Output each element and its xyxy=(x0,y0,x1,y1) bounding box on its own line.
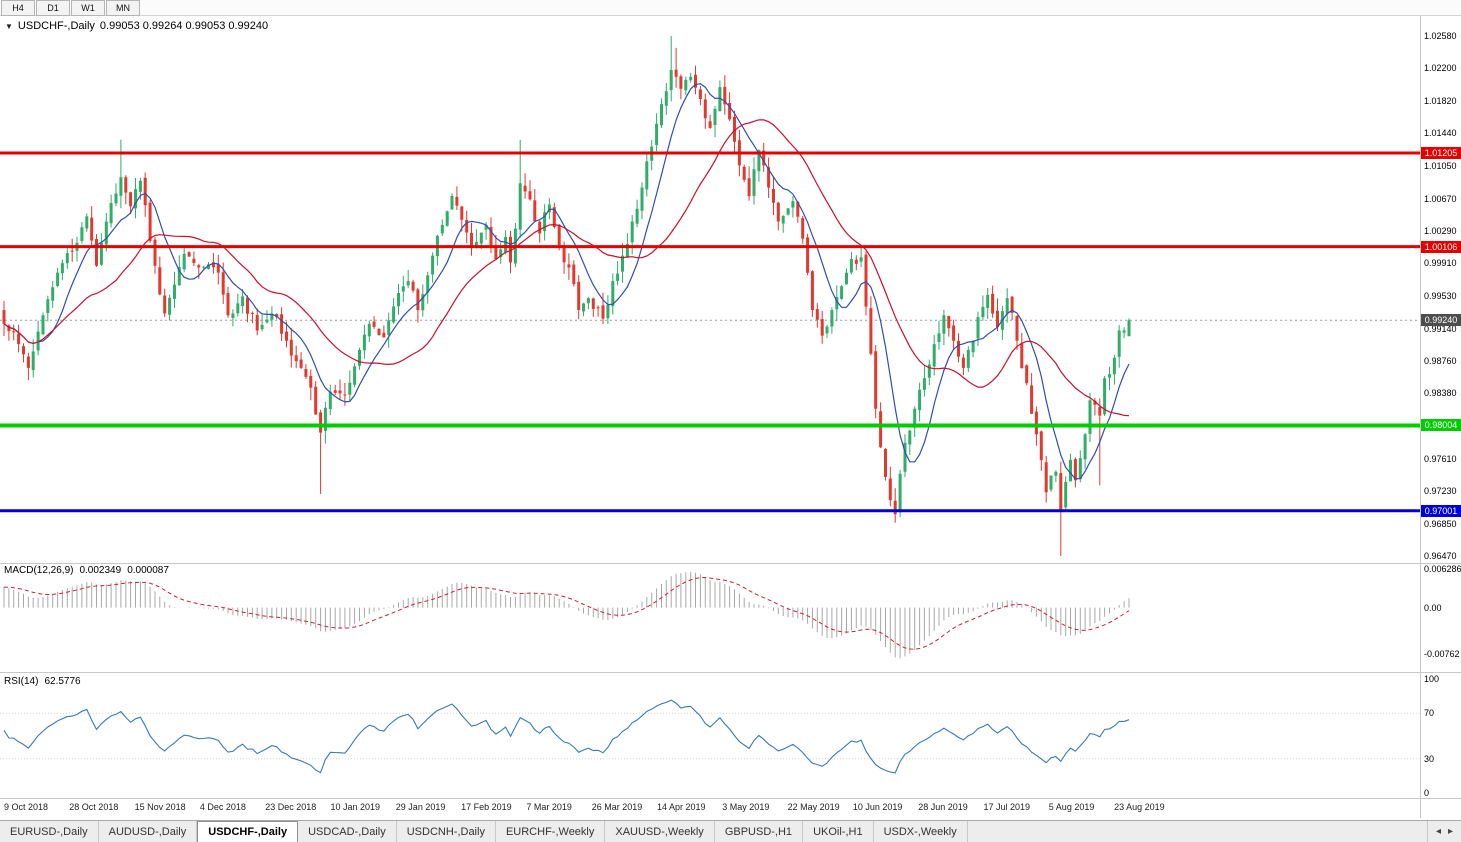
price-axis-tick: 1.02200 xyxy=(1424,63,1457,74)
price-axis-tick: 0.99910 xyxy=(1424,258,1457,269)
time-axis-label: 29 Jan 2019 xyxy=(395,802,446,812)
time-axis-label: 28 Oct 2018 xyxy=(69,802,119,812)
price-axis-tick: 1.01440 xyxy=(1424,128,1457,139)
time-axis-label: 14 Apr 2019 xyxy=(657,802,706,812)
time-axis-label: 4 Dec 2018 xyxy=(199,802,246,812)
tab-xauusd-weekly[interactable]: XAUUSD-,Weekly xyxy=(605,821,715,842)
tab-usdcad-daily[interactable]: USDCAD-,Daily xyxy=(298,821,397,842)
time-axis-label: 7 Mar 2019 xyxy=(526,802,572,812)
price-axis-tick: 0.99530 xyxy=(1424,290,1457,301)
price-axis-tick: 1.02580 xyxy=(1424,31,1457,41)
moving-average-24 xyxy=(3,119,1130,417)
time-axis-label: 28 Jun 2019 xyxy=(918,802,968,812)
time-axis-label: 26 Mar 2019 xyxy=(591,802,643,812)
time-axis-label: 17 Jul 2019 xyxy=(983,802,1031,812)
tab-usdx-weekly[interactable]: USDX-,Weekly xyxy=(874,821,968,842)
time-axis-label: 3 May 2019 xyxy=(722,802,770,812)
macd-main-value: 0.002349 xyxy=(79,565,122,576)
price-axis-tick: 0.98760 xyxy=(1424,356,1457,367)
tab-gbpusd-h1[interactable]: GBPUSD-,H1 xyxy=(715,821,804,842)
macd-signal-line xyxy=(3,576,1130,650)
price-level-label: 0.98004 xyxy=(1421,419,1461,432)
panel-separator-macd[interactable] xyxy=(0,563,1461,564)
price-axis-tick: 1.00670 xyxy=(1424,193,1457,204)
price-axis-tick: 1.01820 xyxy=(1424,95,1457,106)
tab-scroll-left-icon[interactable]: ◂ xyxy=(1435,826,1441,837)
tab-usdcnh-daily[interactable]: USDCNH-,Daily xyxy=(397,821,496,842)
chart-overlay: ▼ USDCHF-,Daily 0.99053 0.99264 0.99053 … xyxy=(0,15,1461,818)
rsi-indicator-label: RSI(14) 62.5776 xyxy=(4,676,81,687)
time-axis-separator xyxy=(0,798,1461,799)
time-axis-label: 15 Nov 2018 xyxy=(134,802,186,812)
rsi-name: RSI(14) xyxy=(4,676,39,687)
tab-scroll-controls: ◂ ▸ xyxy=(1426,821,1461,842)
price-axis-tick: 1.01050 xyxy=(1424,161,1457,172)
macd-name: MACD(12,26,9) xyxy=(4,565,74,576)
price-axis-tick: 0.97230 xyxy=(1424,486,1457,497)
time-axis-label: 5 Aug 2019 xyxy=(1048,802,1095,812)
timeframe-button-w1[interactable]: W1 xyxy=(71,0,105,16)
symbol-dropdown-icon[interactable]: ▼ xyxy=(5,21,13,31)
tab-eurchf-weekly[interactable]: EURCHF-,Weekly xyxy=(496,821,606,842)
rsi-line xyxy=(3,699,1130,774)
time-axis-label: 10 Jun 2019 xyxy=(852,802,903,812)
macd-histogram xyxy=(3,571,1130,659)
time-axis-label: 10 Jan 2019 xyxy=(330,802,381,812)
timeframe-toolbar: H4 D1 W1 MN xyxy=(0,0,1461,16)
symbol-timeframe-label: USDCHF-,Daily xyxy=(17,20,95,32)
timeframe-button-h4[interactable]: H4 xyxy=(1,0,35,16)
current-price-label: 0.99240 xyxy=(1421,314,1461,327)
price-axis-tick: 0.98380 xyxy=(1424,388,1457,399)
timeframe-button-d1[interactable]: D1 xyxy=(36,0,70,16)
macd-signal-value: 0.000087 xyxy=(127,565,169,576)
ohlc-readout: 0.99053 0.99264 0.99053 0.99240 xyxy=(99,20,269,32)
tab-audusd-daily[interactable]: AUDUSD-,Daily xyxy=(99,821,198,842)
price-axis-tick: 0.99140 xyxy=(1424,323,1457,334)
timeframe-button-mn[interactable]: MN xyxy=(106,0,140,16)
tab-eurusd-daily[interactable]: EURUSD-,Daily xyxy=(0,821,99,842)
up-candle-bodies xyxy=(31,70,1131,513)
time-axis-label: 23 Aug 2019 xyxy=(1114,802,1165,812)
price-axis-tick: 0.96850 xyxy=(1424,518,1457,529)
price-axis-separator xyxy=(1420,15,1421,818)
rsi-axis-tick: 0 xyxy=(1424,788,1430,798)
rsi-axis-tick: 100 xyxy=(1424,674,1440,684)
price-level-label: 1.01205 xyxy=(1421,147,1461,160)
rsi-axis-tick: 30 xyxy=(1424,753,1435,764)
price-axis-tick: 0.97610 xyxy=(1424,454,1457,464)
time-axis-label: 22 May 2019 xyxy=(787,802,840,812)
time-axis-label: 9 Oct 2018 xyxy=(4,802,49,812)
chart-tab-bar: EURUSD-,Daily AUDUSD-,Daily USDCHF-,Daily U… xyxy=(0,820,1461,842)
price-axis-tick: 1.00290 xyxy=(1424,225,1457,236)
tab-usdchf-daily[interactable]: USDCHF-,Daily xyxy=(197,821,299,842)
tab-ukoil-h1[interactable]: UKOil-,H1 xyxy=(803,821,874,842)
rsi-axis-tick: 70 xyxy=(1424,708,1435,719)
macd-axis-tick: -0.00762 xyxy=(1424,649,1460,660)
panel-separator-rsi[interactable] xyxy=(0,672,1461,673)
price-level-label: 0.97001 xyxy=(1421,504,1461,517)
time-axis-label: 17 Feb 2019 xyxy=(461,802,512,812)
macd-axis-tick: 0.006286 xyxy=(1424,564,1461,575)
price-level-label: 1.00106 xyxy=(1421,240,1461,253)
tab-scroll-right-icon[interactable]: ▸ xyxy=(1447,826,1453,837)
down-candle-bodies xyxy=(2,69,1102,515)
chart-title: ▼ USDCHF-,Daily 0.99053 0.99264 0.99053 … xyxy=(5,20,268,32)
price-axis-tick: 0.96470 xyxy=(1424,551,1457,562)
time-axis-label: 23 Dec 2018 xyxy=(265,802,317,812)
macd-axis-tick: 0.00 xyxy=(1424,602,1442,613)
rsi-value: 62.5776 xyxy=(44,676,81,687)
moving-average-8 xyxy=(3,83,1130,480)
macd-indicator-label: MACD(12,26,9) 0.002349 0.000087 xyxy=(4,565,169,576)
chart-plot-area[interactable] xyxy=(0,0,1461,820)
